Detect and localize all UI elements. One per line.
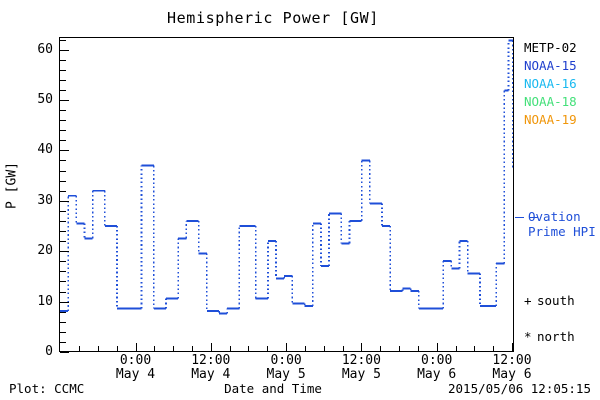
x-tick-label: 12:00 May 6 bbox=[492, 353, 532, 382]
y-tick-label: 10 bbox=[37, 293, 53, 309]
legend-item-noaa-15: NOAA-15 bbox=[524, 58, 577, 73]
legend-hemisphere-north: * north bbox=[524, 330, 575, 344]
footer-timestamp: 2015/05/06 12:05:15 bbox=[448, 381, 591, 396]
y-tick-label: 20 bbox=[37, 243, 53, 259]
ovation-axis-dash-icon bbox=[515, 217, 524, 218]
plot-canvas bbox=[60, 39, 513, 315]
ovation-legend-dash-icon bbox=[529, 217, 538, 218]
x-tick-label: 12:00 May 5 bbox=[341, 353, 381, 382]
y-tick-label: 30 bbox=[37, 192, 53, 208]
x-tick-label: 0:00 May 4 bbox=[115, 353, 156, 382]
legend-item-noaa-18: NOAA-18 bbox=[524, 94, 577, 109]
y-axis-tick-labels: 0 10 20 30 40 50 60 bbox=[20, 0, 53, 400]
legend-item-noaa-19: NOAA-19 bbox=[524, 112, 577, 127]
footer-plot-source: Plot: CCMC bbox=[9, 381, 85, 396]
x-tick-label: 12:00 May 4 bbox=[191, 353, 231, 382]
legend-item-noaa-16: NOAA-16 bbox=[524, 76, 577, 91]
hemisphere-south-label: south bbox=[537, 293, 575, 308]
x-tick-label: 0:00 May 6 bbox=[417, 353, 457, 382]
plus-icon: + bbox=[524, 293, 532, 308]
y-tick-label: 60 bbox=[37, 41, 53, 57]
y-tick-label: 40 bbox=[37, 142, 53, 158]
page-title: Hemispheric Power [GW] bbox=[167, 9, 379, 27]
y-tick-label: 0 bbox=[45, 344, 53, 359]
asterisk-icon: * bbox=[524, 329, 532, 344]
y-axis-title: P [GW] bbox=[4, 162, 20, 209]
y-tick-label: 50 bbox=[37, 92, 53, 107]
x-axis-title: Date and Time bbox=[224, 381, 322, 396]
legend-hemisphere-south: + south bbox=[524, 294, 575, 308]
x-tick-label: 0:00 May 5 bbox=[266, 353, 306, 382]
ovation-label-line1: Ovation bbox=[528, 209, 581, 224]
legend-item-metp-02: METP-02 bbox=[524, 40, 577, 55]
hemisphere-north-label: north bbox=[537, 329, 575, 344]
plot-area bbox=[59, 37, 514, 352]
ovation-label-line2: Prime HPI bbox=[528, 224, 596, 239]
ovation-label: Ovation Prime HPI bbox=[528, 209, 596, 239]
series-ovation-prime-hpi bbox=[60, 39, 513, 315]
legend-satellites: METP-02 NOAA-15 NOAA-16 NOAA-18 NOAA-19 bbox=[524, 39, 600, 129]
